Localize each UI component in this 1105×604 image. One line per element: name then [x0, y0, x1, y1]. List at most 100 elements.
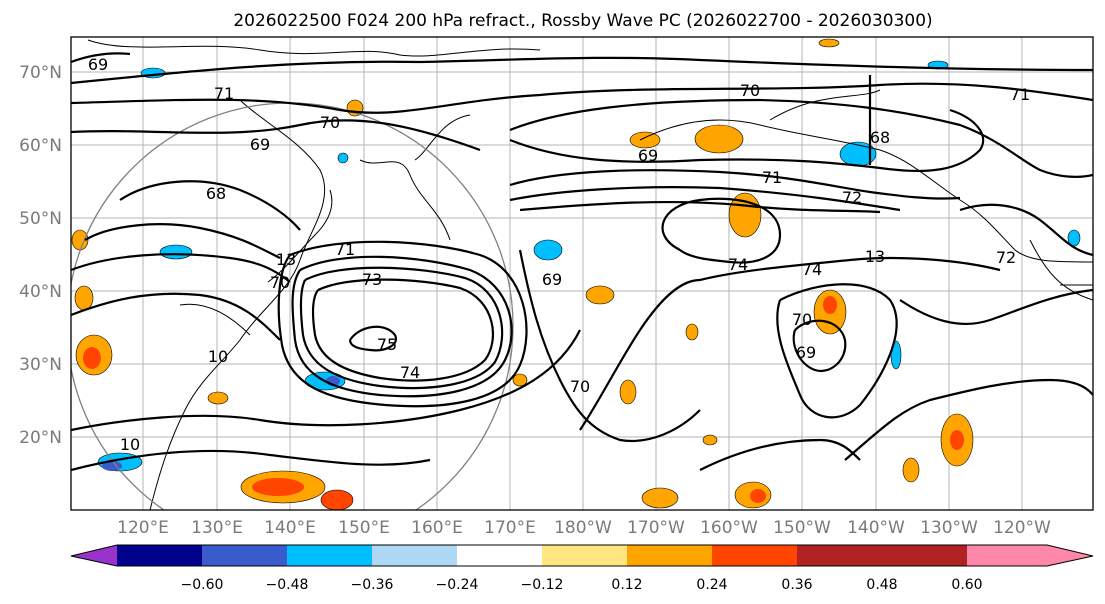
colorbar-segment-upper-extend [967, 545, 1093, 566]
contour-label: 13 [276, 250, 296, 269]
positive-patch [585, 285, 615, 305]
colorbar-tick: 0.36 [781, 577, 812, 593]
contour-label: 71 [214, 84, 234, 103]
contour-label: 74 [802, 260, 822, 279]
map-frame [70, 36, 1094, 511]
contour-label: 75 [377, 335, 397, 354]
positive-patch [902, 457, 920, 483]
contour-label: 74 [400, 363, 420, 382]
positive-patch [818, 38, 840, 48]
positive-patch [702, 434, 718, 446]
colorbar-segment [797, 545, 882, 566]
lat-label-50n: 50°N [19, 209, 62, 229]
colorbar-segment [372, 545, 457, 566]
contour-label: 71 [335, 240, 355, 259]
lat-label-30n: 30°N [19, 355, 62, 375]
colorbar-tick: 0.12 [611, 577, 642, 593]
positive-patch [750, 489, 766, 503]
positive-patch [685, 323, 699, 341]
contour-label: 10 [120, 435, 140, 454]
longitude-labels: 120°E 130°E 140°E 150°E 160°E 170°E 180°… [117, 518, 1051, 538]
lon-label: 150°W [773, 518, 831, 538]
colorbar-segment-lower-extend [71, 545, 117, 566]
negative-patch [533, 239, 563, 261]
gridlines [71, 37, 1093, 510]
positive-patch [252, 478, 304, 496]
lon-label: 140°W [847, 518, 905, 538]
colorbar-segment [627, 545, 712, 566]
colorbar-outline [70, 544, 1094, 567]
positive-patch [207, 391, 229, 405]
colorbar-segment [287, 545, 372, 566]
lat-label-40n: 40°N [19, 282, 62, 302]
lon-label: 160°W [700, 518, 758, 538]
negative-patch [890, 340, 902, 370]
positive-patch [320, 489, 354, 510]
positive-patch [641, 487, 679, 509]
colorbar-tick: −0.12 [521, 577, 564, 593]
lon-label: 120°E [117, 518, 169, 538]
contour-label: 70 [792, 310, 812, 329]
contour-label: 74 [728, 255, 748, 274]
negative-patch [337, 152, 349, 164]
colorbar-tick: −0.24 [436, 577, 479, 593]
coastlines [71, 37, 1093, 510]
contour-label: 71 [762, 168, 782, 187]
contour-label: 70 [740, 81, 760, 100]
positive-patch [950, 430, 964, 450]
colorbar-tick: 0.60 [951, 577, 982, 593]
lon-label: 150°E [338, 518, 390, 538]
negative-patch [159, 244, 193, 260]
positive-patch [629, 131, 661, 149]
contour-label: 69 [88, 55, 108, 74]
lon-label: 180°W [554, 518, 612, 538]
colorbar-segment [117, 545, 202, 566]
contour-label: 72 [842, 188, 862, 207]
colorbar-tick: −0.60 [181, 577, 224, 593]
colorbar-segment [882, 545, 967, 566]
colorbar: −0.60 −0.48 −0.36 −0.24 −0.12 0.12 0.24 … [70, 544, 1094, 593]
contour-label: 68 [870, 128, 890, 147]
contour-label: 69 [542, 270, 562, 289]
lat-label-20n: 20°N [19, 428, 62, 448]
lat-label-60n: 60°N [19, 136, 62, 156]
contour-label: 73 [362, 270, 382, 289]
positive-patch [512, 373, 528, 387]
positive-patch [619, 379, 637, 405]
contour-label: 69 [796, 343, 816, 362]
figure-title: 2026022500 F024 200 hPa refract., Rossby… [233, 11, 932, 31]
contour-label: 69 [250, 135, 270, 154]
positive-patch [83, 347, 101, 369]
contour-label: 72 [996, 248, 1016, 267]
lon-label: 160°E [411, 518, 463, 538]
contour-label: 71 [1010, 85, 1030, 104]
shaded-anomalies [71, 38, 1081, 510]
positive-patch [346, 99, 364, 117]
contour-label: 70 [320, 113, 340, 132]
positive-patch [74, 285, 94, 311]
colorbar-segment [542, 545, 627, 566]
colorbar-tick: 0.48 [866, 577, 897, 593]
contour-label: 10 [208, 347, 228, 366]
lat-label-70n: 70°N [19, 63, 62, 83]
contour-label: 13 [865, 247, 885, 266]
contour-labels: 69 71 70 69 71 68 68 69 71 72 70 72 74 7… [88, 55, 1030, 454]
negative-patch [102, 461, 122, 471]
colorbar-segment [202, 545, 287, 566]
latitude-labels: 70°N 60°N 50°N 40°N 30°N 20°N [19, 63, 62, 448]
lon-label: 170°E [484, 518, 536, 538]
colorbar-segment [457, 545, 542, 566]
map-panel: 69 71 70 69 71 68 68 69 71 72 70 72 74 7… [71, 37, 1093, 510]
contours [71, 52, 1093, 472]
contour-label: 70 [270, 273, 290, 292]
lon-label: 170°W [627, 518, 685, 538]
contour-label: 69 [638, 146, 658, 165]
positive-patch [694, 124, 744, 154]
lon-label: 130°W [920, 518, 978, 538]
lon-label: 130°E [191, 518, 243, 538]
contour-label: 70 [570, 377, 590, 396]
negative-patch [1067, 229, 1081, 247]
lon-label: 120°W [993, 518, 1051, 538]
lon-label: 140°E [264, 518, 316, 538]
